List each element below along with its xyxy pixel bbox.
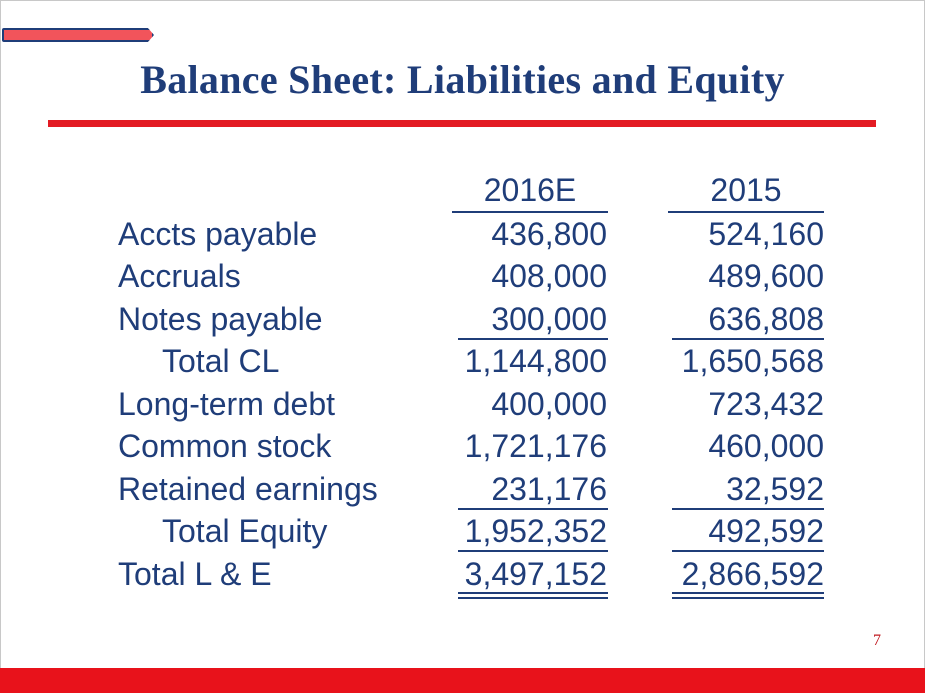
row-label: Total Equity [162, 513, 328, 549]
cell-2016e: 3,497,152 [464, 556, 607, 592]
row-label: Long-term debt [118, 386, 336, 422]
subtotal-rule-col2 [672, 338, 824, 340]
row-label: Retained earnings [118, 471, 378, 507]
footer-bar [0, 668, 925, 693]
double-rule-top-col1 [458, 592, 608, 594]
cell-2016e: 436,800 [491, 216, 607, 252]
slide-title: Balance Sheet: Liabilities and Equity [140, 57, 785, 102]
double-rule-bottom-col2 [672, 597, 824, 599]
cell-2015: 524,160 [708, 216, 824, 252]
corner-tab-decoration [2, 28, 154, 42]
cell-2015: 32,592 [726, 471, 824, 507]
cell-2016e: 408,000 [491, 258, 607, 294]
subtotal-rule-col1 [458, 508, 608, 510]
row-label: Accts payable [118, 216, 318, 252]
cell-2016e: 400,000 [491, 386, 607, 422]
header-rule-col2 [668, 211, 824, 213]
cell-2015: 636,808 [708, 301, 824, 337]
title-underline [48, 120, 876, 127]
total-rule-col1 [458, 550, 608, 552]
cell-2016e: 1,721,176 [464, 428, 607, 464]
row-label: Total CL [162, 343, 280, 379]
row-label: Notes payable [118, 301, 323, 337]
cell-2015: 492,592 [708, 513, 824, 549]
cell-2015: 2,866,592 [681, 556, 824, 592]
row-label: Accruals [118, 258, 241, 294]
column-header-2016e: 2016E [483, 172, 577, 208]
row-label: Total L & E [118, 556, 272, 592]
cell-2015: 723,432 [708, 386, 824, 422]
header-rule-col1 [452, 211, 608, 213]
cell-2015: 460,000 [708, 428, 824, 464]
double-rule-top-col2 [672, 592, 824, 594]
subtotal-rule-col2 [672, 508, 824, 510]
row-label: Common stock [118, 428, 332, 464]
page-number: 7 [873, 632, 881, 649]
cell-2016e: 300,000 [491, 301, 607, 337]
subtotal-rule-col1 [458, 338, 608, 340]
cell-2016e: 1,952,352 [464, 513, 607, 549]
cell-2015: 1,650,568 [681, 343, 824, 379]
cell-2015: 489,600 [708, 258, 824, 294]
cell-2016e: 1,144,800 [464, 343, 607, 379]
column-header-2015: 2015 [710, 172, 782, 208]
double-rule-bottom-col1 [458, 597, 608, 599]
cell-2016e: 231,176 [491, 471, 607, 507]
total-rule-col2 [672, 550, 824, 552]
